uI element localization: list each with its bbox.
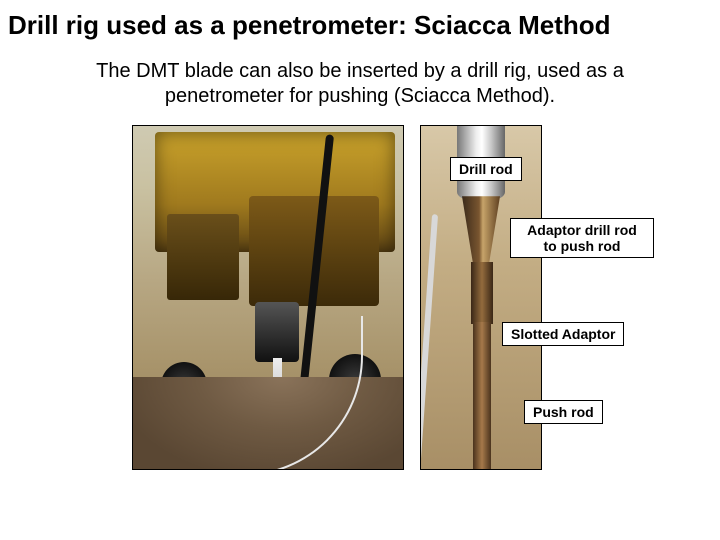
- adaptor-part: [462, 196, 500, 266]
- cable: [420, 214, 438, 470]
- slotted-adaptor-part: [471, 262, 493, 324]
- label-drill-rod: Drill rod: [450, 157, 522, 181]
- rig-block: [167, 214, 239, 300]
- push-rod-part: [473, 322, 491, 470]
- page-subtitle: The DMT blade can also be inserted by a …: [0, 41, 720, 109]
- photo-drill-rig: [132, 125, 404, 470]
- photo-drill-rig-scene: [133, 126, 403, 469]
- label-adaptor: Adaptor drill rodto push rod: [510, 218, 654, 258]
- label-slotted-adaptor: Slotted Adaptor: [502, 322, 624, 346]
- label-push-rod: Push rod: [524, 400, 603, 424]
- figure-area: Drill rod Adaptor drill rodto push rod S…: [0, 125, 720, 505]
- page-title: Drill rig used as a penetrometer: Sciacc…: [0, 0, 720, 41]
